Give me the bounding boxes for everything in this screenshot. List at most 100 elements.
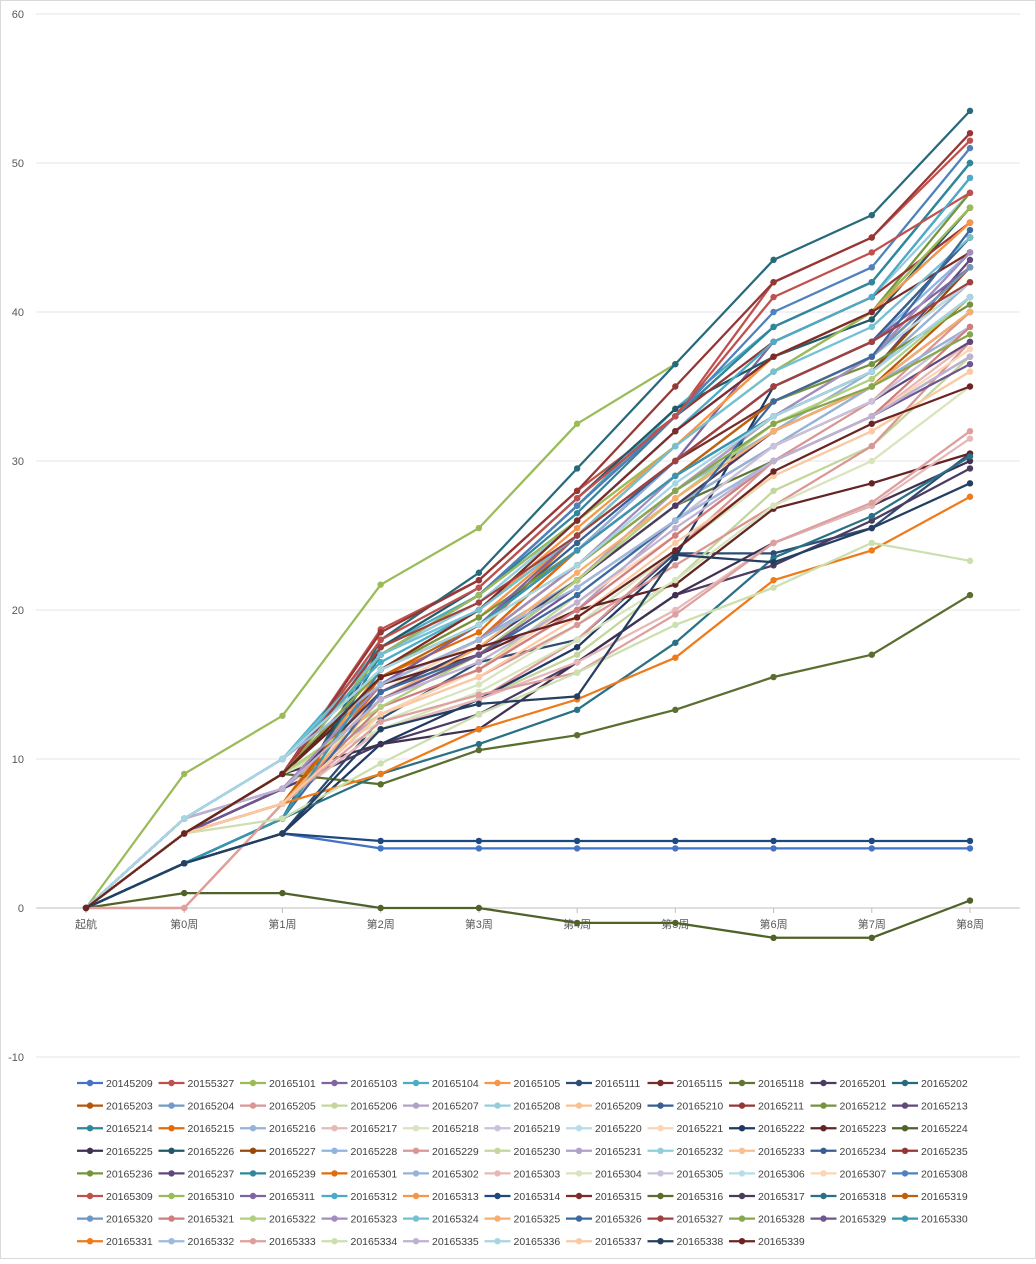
legend-swatch-marker [331, 1238, 338, 1245]
data-point [672, 581, 679, 588]
legend-swatch-marker [494, 1238, 501, 1245]
data-point [672, 360, 679, 368]
legend-item: 20165212 [810, 1101, 886, 1113]
legend-label: 20165328 [758, 1214, 805, 1226]
legend-label: 20165302 [432, 1168, 479, 1180]
legend-item: 20165324 [403, 1214, 479, 1226]
legend-item: 20165303 [484, 1168, 561, 1180]
legend-swatch-marker [657, 1238, 664, 1245]
data-point [475, 644, 483, 651]
data-point [672, 611, 679, 618]
data-point [573, 539, 581, 547]
data-point [475, 591, 483, 599]
data-point [868, 480, 875, 487]
data-point [573, 547, 581, 554]
legend-swatch-marker [494, 1147, 501, 1155]
data-point [770, 308, 777, 316]
data-point [573, 532, 581, 539]
data-point [966, 591, 974, 599]
data-point [672, 845, 679, 852]
legend-label: 20165317 [758, 1191, 805, 1203]
data-point [868, 316, 875, 323]
legend-item: 20165211 [729, 1101, 804, 1113]
legend-swatch-marker [249, 1192, 257, 1200]
data-point [966, 346, 974, 353]
legend-label: 20165313 [432, 1191, 479, 1203]
legend-label: 20165220 [595, 1123, 642, 1135]
legend-swatch-marker [168, 1125, 175, 1132]
data-point [868, 457, 875, 465]
data-point [868, 845, 875, 852]
legend-item: 20165217 [321, 1123, 397, 1135]
series-line [84, 430, 972, 910]
legend-label: 20165332 [188, 1236, 235, 1248]
data-point [181, 815, 188, 822]
legend-swatch-marker [86, 1238, 94, 1245]
data-point [181, 770, 188, 778]
legend-label: 20165227 [269, 1146, 316, 1158]
legend-item: 20165226 [158, 1146, 234, 1158]
legend-swatch-marker [738, 1102, 746, 1109]
x-tick-label: 第3周 [465, 917, 493, 931]
data-point [377, 845, 384, 852]
data-point [966, 293, 974, 301]
legend-swatch-marker [901, 1170, 909, 1177]
legend-swatch-marker [331, 1102, 338, 1109]
data-point [966, 204, 974, 211]
legend-label: 20165339 [758, 1236, 805, 1248]
legend-swatch-marker [575, 1215, 583, 1222]
legend-item: 20165307 [810, 1168, 886, 1180]
legend-item: 20165339 [729, 1236, 805, 1248]
data-point [573, 591, 581, 599]
data-point [770, 420, 777, 427]
x-tick-label: 第0周 [170, 917, 198, 931]
legend-label: 20165236 [106, 1168, 153, 1180]
data-point [868, 547, 875, 554]
legend-label: 20165215 [188, 1123, 235, 1135]
legend-swatch-marker [412, 1147, 420, 1155]
data-point [966, 159, 974, 167]
legend-swatch-marker [738, 1125, 746, 1132]
legend-label: 20165303 [514, 1168, 561, 1180]
legend-label: 20165225 [106, 1146, 153, 1158]
data-point [966, 457, 974, 465]
legend-swatch-marker [86, 1192, 94, 1200]
data-point [573, 706, 581, 714]
y-tick-label: 50 [12, 158, 24, 170]
legend-swatch-marker [657, 1079, 664, 1087]
x-tick-label: 第6周 [759, 917, 787, 931]
data-point [966, 897, 974, 904]
legend-item: 20165325 [484, 1214, 560, 1226]
legend-item: 20165310 [158, 1191, 234, 1203]
data-point [672, 524, 679, 532]
legend-swatch-marker [575, 1079, 583, 1087]
data-point [966, 226, 974, 234]
data-point [770, 338, 777, 345]
legend-swatch-marker [901, 1192, 909, 1200]
legend-swatch-marker [249, 1102, 257, 1109]
data-point [573, 651, 581, 658]
legend-item: 20165206 [321, 1101, 397, 1113]
data-point [181, 904, 188, 912]
data-point [868, 293, 875, 301]
data-point [475, 696, 483, 703]
data-point [181, 830, 188, 837]
legend-item: 20165306 [729, 1168, 805, 1180]
data-point [573, 562, 581, 569]
legend-swatch-marker [168, 1079, 175, 1087]
data-point [966, 256, 974, 264]
data-point [181, 860, 188, 867]
data-point [672, 480, 679, 487]
legend-label: 20165312 [351, 1191, 398, 1203]
data-point [868, 499, 875, 506]
data-point [475, 666, 483, 673]
legend-swatch-marker [249, 1238, 257, 1245]
y-tick-label: 40 [12, 307, 24, 319]
data-point [672, 442, 679, 450]
data-point [770, 559, 777, 566]
data-point [475, 524, 483, 532]
data-point [475, 614, 483, 621]
legend-label: 20145209 [106, 1078, 153, 1090]
data-point [475, 569, 483, 576]
